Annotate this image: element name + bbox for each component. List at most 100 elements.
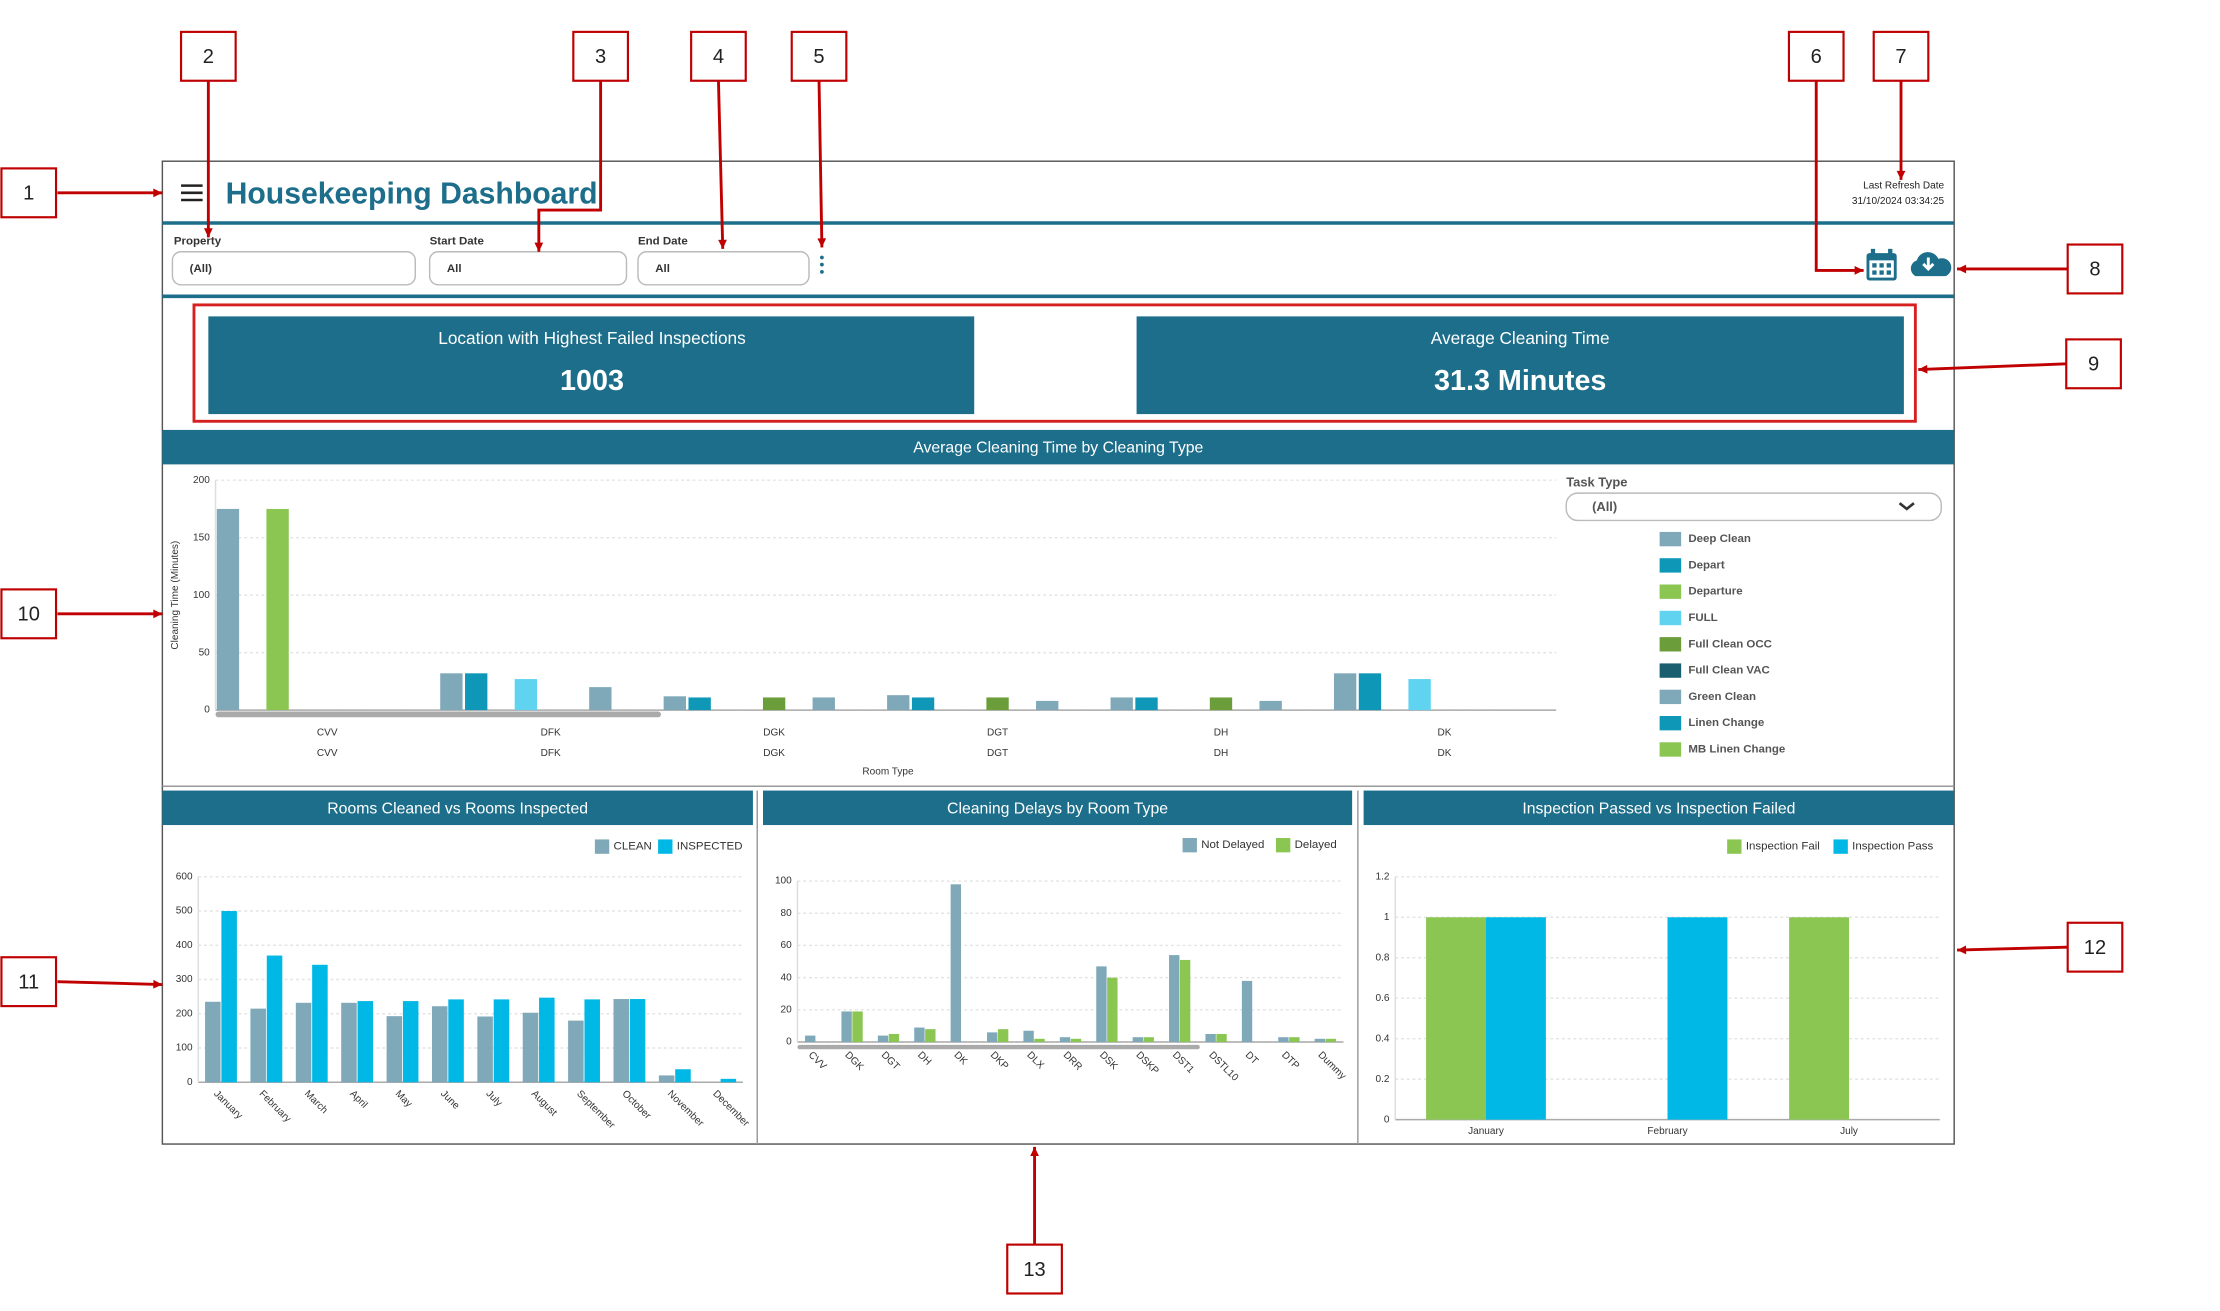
y-tick-label: 1.2 <box>1376 871 1390 882</box>
bar <box>1132 1037 1144 1043</box>
callout-number: 7 <box>1895 46 1906 68</box>
callout-box <box>1006 1243 1063 1295</box>
bar <box>1358 673 1382 711</box>
bar <box>1408 679 1431 711</box>
bar <box>762 697 786 711</box>
callout-arrow <box>1957 945 2068 952</box>
legend-label: CLEAN <box>614 841 652 853</box>
bar <box>568 1020 584 1083</box>
y-tick-label: 0.6 <box>1376 993 1390 1004</box>
y-tick-label: 1 <box>1384 912 1390 923</box>
bar <box>402 1001 419 1083</box>
bar <box>688 697 711 711</box>
legend-swatch <box>1659 584 1682 599</box>
bar <box>888 1033 900 1043</box>
bar <box>911 697 935 711</box>
callout-arrowhead <box>1957 264 1967 274</box>
x-tick-label: DGT <box>987 728 1008 739</box>
bar <box>914 1027 925 1043</box>
filter-label: Start Date <box>430 236 484 248</box>
cloud <box>1910 252 1952 277</box>
y-tick-label: 150 <box>193 532 210 543</box>
arrow <box>1922 257 1935 272</box>
more-options[interactable] <box>820 255 824 274</box>
x-axis-label: Room Type <box>862 767 914 778</box>
legend-label: Inspection Pass <box>1852 841 1933 853</box>
callout-box <box>690 30 747 82</box>
bar <box>295 1002 312 1083</box>
x-tick-label: DK <box>1437 748 1451 759</box>
y-tick-label: 400 <box>176 940 193 951</box>
callout-arrow <box>817 80 824 248</box>
filter-property[interactable]: Property (All) <box>171 236 416 286</box>
bar <box>216 508 240 711</box>
bar <box>950 884 962 1043</box>
filter-start-date[interactable]: Start Date All <box>428 236 628 286</box>
y-tick-label: 600 <box>176 871 193 882</box>
menu-icon[interactable] <box>181 184 203 202</box>
y-tick-label: 300 <box>176 974 193 985</box>
bar <box>221 911 237 1083</box>
legend-dropdown[interactable] <box>1565 492 1942 522</box>
bar <box>1278 1037 1289 1043</box>
y-tick-label: 500 <box>176 906 193 917</box>
filter-label: Property <box>174 236 222 248</box>
dot <box>820 269 824 274</box>
bar <box>986 697 1009 711</box>
y-tick-label: 80 <box>781 908 793 919</box>
y-tick-label: 100 <box>176 1043 193 1054</box>
filter-box <box>171 251 416 286</box>
legend-label: Depart <box>1688 559 1725 571</box>
y-tick-label: 100 <box>775 876 792 887</box>
y-tick-label: 0 <box>1384 1114 1390 1125</box>
x-tick-label: CVV <box>317 728 338 739</box>
filter-value: All <box>447 263 462 275</box>
bar <box>493 999 510 1083</box>
callout-arrowhead <box>153 979 163 989</box>
bar <box>205 1001 221 1083</box>
callout-arrowhead <box>1918 364 1928 374</box>
filter-box <box>637 251 810 286</box>
legend-swatch <box>594 839 610 854</box>
callout-arrow <box>57 980 163 986</box>
legend-label: Deep Clean <box>1688 533 1751 545</box>
dot <box>820 262 824 267</box>
calendar-ring <box>1870 248 1876 258</box>
bar <box>1205 1033 1216 1043</box>
download-icon[interactable] <box>1910 252 1952 277</box>
legend-swatch <box>1659 663 1682 678</box>
legend-label: INSPECTED <box>677 841 743 853</box>
legend-swatch <box>1833 839 1848 854</box>
callout-number: 11 <box>18 971 39 993</box>
bar <box>805 1035 816 1043</box>
bar <box>1179 959 1191 1043</box>
bar <box>514 679 538 711</box>
y-tick-label: 0 <box>786 1037 792 1048</box>
bar <box>341 1002 357 1083</box>
bar <box>663 696 686 711</box>
bar <box>589 687 612 711</box>
callout-arrow <box>1918 362 2067 371</box>
callout-box <box>0 956 58 1008</box>
callout-arrow <box>1814 80 1864 272</box>
legend-swatch <box>1659 689 1682 705</box>
callout-box <box>1787 30 1845 82</box>
legend-label: FULL <box>1688 612 1717 624</box>
callout-arrowhead <box>203 228 213 238</box>
y-tick-label: 0.4 <box>1376 1033 1390 1044</box>
highlight-box <box>192 303 1917 423</box>
bar <box>1036 700 1059 711</box>
filter-end-date[interactable]: End Date All <box>637 236 810 286</box>
calendar-icon[interactable] <box>1866 248 1897 281</box>
chart-header <box>1363 790 1955 826</box>
x-tick-label: DK <box>1437 728 1451 739</box>
y-tick-label: 200 <box>193 475 210 486</box>
bar <box>841 1011 852 1043</box>
calendar-day <box>1872 270 1877 275</box>
filter-box <box>428 251 628 286</box>
filter-label: End Date <box>638 236 688 248</box>
callout-number: 3 <box>595 46 606 68</box>
callout-number: 2 <box>203 46 214 68</box>
legend-swatch <box>1275 837 1291 853</box>
chart-header <box>762 790 1353 826</box>
